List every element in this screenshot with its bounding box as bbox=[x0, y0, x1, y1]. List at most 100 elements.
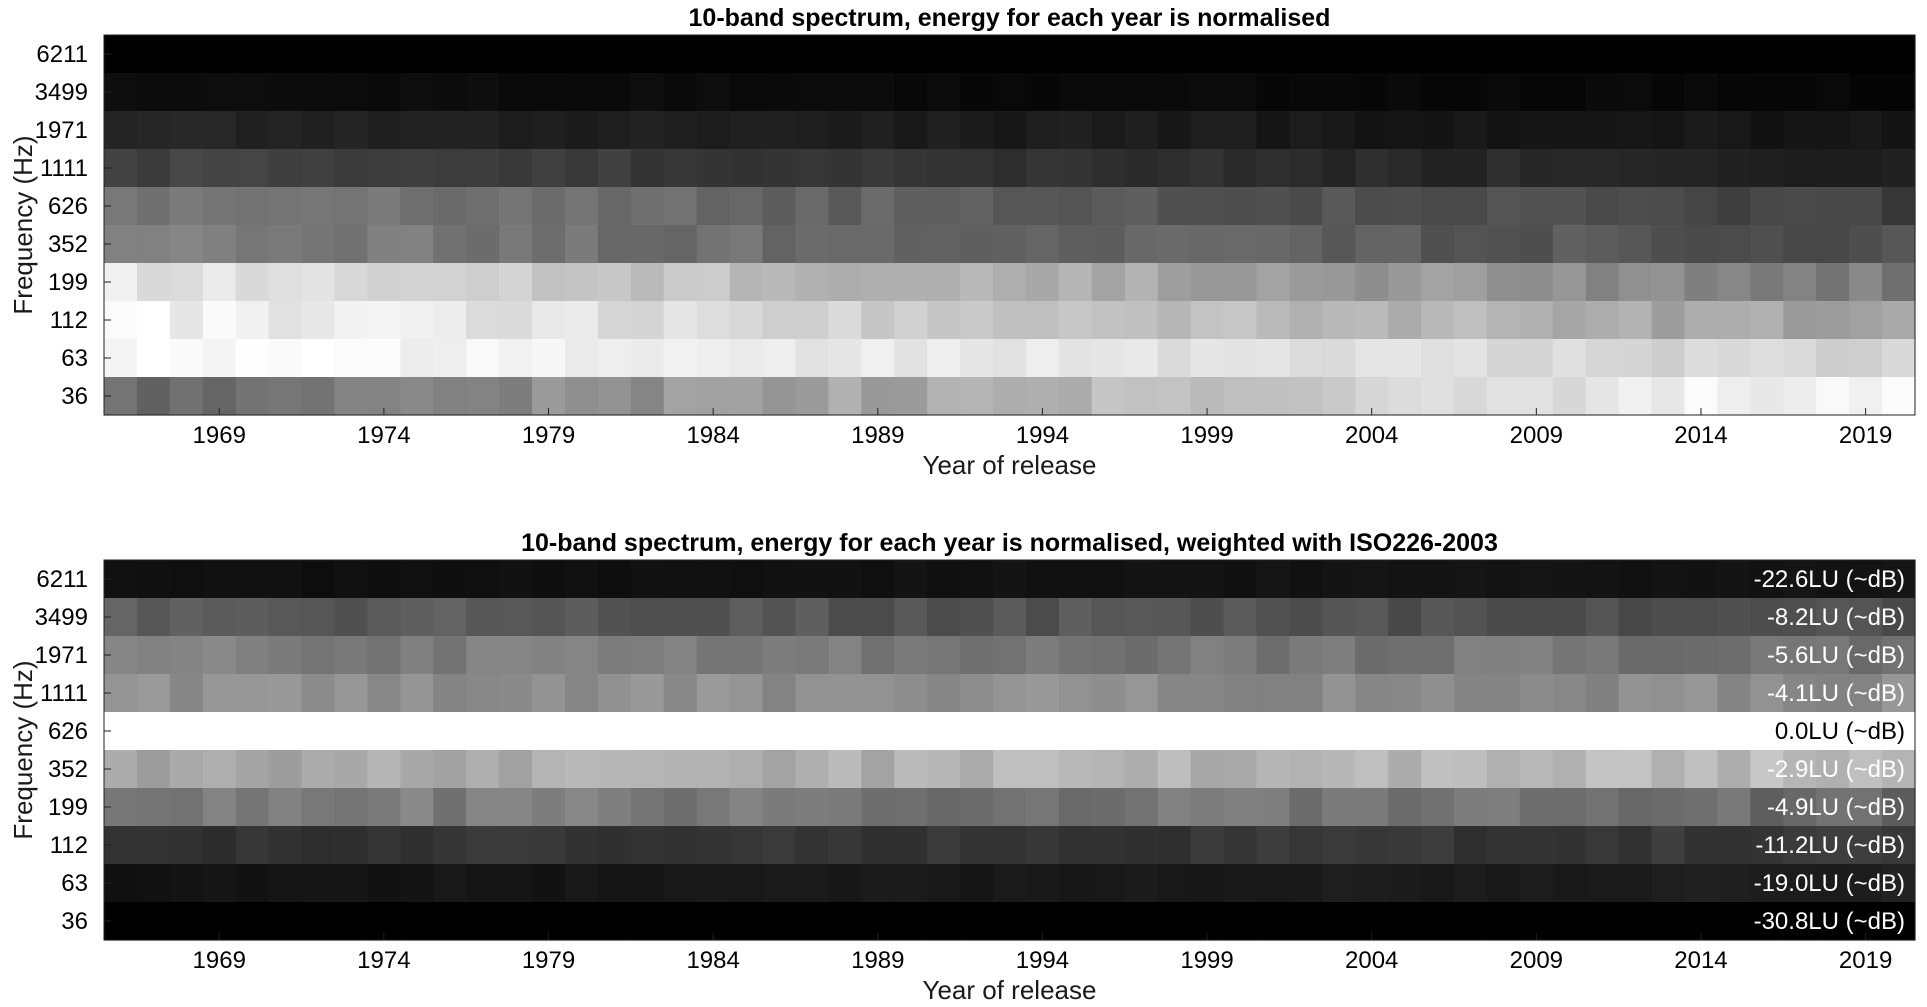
heatmap-cell bbox=[1651, 73, 1686, 112]
heatmap-cell bbox=[1091, 187, 1126, 226]
heatmap-cell bbox=[1355, 263, 1389, 302]
heatmap-cell bbox=[894, 187, 928, 226]
heatmap-cell bbox=[1091, 73, 1126, 112]
heatmap-cell bbox=[1322, 560, 1356, 599]
heatmap-cell bbox=[993, 826, 1027, 865]
heatmap-cell bbox=[1618, 301, 1653, 340]
heatmap-cell bbox=[696, 674, 731, 713]
heatmap-cell bbox=[1025, 111, 1060, 150]
heatmap-cell bbox=[1454, 750, 1488, 789]
heatmap-cell bbox=[1322, 864, 1356, 903]
heatmap-cell bbox=[1717, 225, 1751, 264]
heatmap-cell bbox=[564, 73, 599, 112]
heatmap-cell bbox=[1454, 598, 1488, 637]
heatmap-cell bbox=[1157, 301, 1192, 340]
heatmap-cell bbox=[1256, 712, 1290, 751]
heatmap-cell bbox=[1717, 598, 1751, 637]
heatmap-cell bbox=[433, 674, 467, 713]
heatmap-cell bbox=[235, 712, 270, 751]
heatmap-cell bbox=[1783, 263, 1817, 302]
heatmap-cells bbox=[104, 560, 1916, 941]
heatmap-cell bbox=[696, 301, 731, 340]
heatmap-cell bbox=[334, 674, 369, 713]
heatmap-cell bbox=[202, 788, 237, 827]
heatmap-cell bbox=[762, 864, 797, 903]
heatmap-cell bbox=[1849, 225, 1883, 264]
heatmap-cell bbox=[1717, 339, 1751, 378]
heatmap-cell bbox=[1849, 712, 1883, 751]
heatmap-cell bbox=[1289, 73, 1323, 112]
heatmap-cell bbox=[1816, 864, 1850, 903]
heatmap-cell bbox=[1618, 339, 1653, 378]
heatmap-cell bbox=[1091, 301, 1126, 340]
heatmap-cell bbox=[301, 301, 336, 340]
heatmap-cell bbox=[1585, 377, 1620, 416]
heatmap-cell bbox=[466, 263, 500, 302]
heatmap-cell bbox=[1717, 377, 1751, 416]
heatmap-cell bbox=[169, 598, 204, 637]
heatmap-cell bbox=[861, 225, 895, 264]
heatmap-cell bbox=[1223, 111, 1258, 150]
heatmap-cell bbox=[564, 301, 599, 340]
heatmap-cell bbox=[1355, 560, 1389, 599]
heatmap-cell bbox=[301, 598, 336, 637]
heatmap-cell bbox=[1322, 636, 1356, 675]
heatmap-cell bbox=[334, 149, 369, 188]
heatmap-cell bbox=[1651, 149, 1686, 188]
heatmap-cell bbox=[1750, 111, 1784, 150]
heatmap-cell bbox=[136, 225, 171, 264]
heatmap-cell bbox=[169, 377, 204, 416]
heatmap-cell bbox=[993, 225, 1027, 264]
heatmap-cell bbox=[1289, 788, 1323, 827]
x-tick-label: 2014 bbox=[1674, 422, 1727, 449]
heatmap-cell bbox=[1651, 301, 1686, 340]
heatmap-cell bbox=[795, 149, 829, 188]
heatmap-cell bbox=[1091, 674, 1126, 713]
heatmap-cell bbox=[1256, 111, 1290, 150]
heatmap-cell bbox=[762, 225, 797, 264]
heatmap-cell bbox=[334, 111, 369, 150]
heatmap-cell bbox=[1849, 788, 1883, 827]
heatmap-cell bbox=[1585, 35, 1620, 74]
heatmap-cell bbox=[1684, 263, 1719, 302]
heatmap-cell bbox=[400, 377, 434, 416]
heatmap-cell bbox=[1256, 225, 1290, 264]
heatmap-cell bbox=[1091, 902, 1126, 941]
heatmap-cell bbox=[1849, 187, 1883, 226]
heatmap-cell bbox=[894, 712, 928, 751]
heatmap-cell bbox=[795, 187, 829, 226]
heatmap-cell bbox=[1157, 750, 1192, 789]
heatmap-cell bbox=[828, 560, 862, 599]
heatmap-cell bbox=[960, 35, 994, 74]
heatmap-cell bbox=[301, 826, 336, 865]
heatmap-cell bbox=[1223, 636, 1258, 675]
heatmap-cell bbox=[1190, 35, 1225, 74]
heatmap-cell bbox=[1388, 73, 1422, 112]
heatmap-cell bbox=[1552, 788, 1587, 827]
heatmap-cell bbox=[136, 187, 171, 226]
heatmap-cell bbox=[597, 712, 632, 751]
heatmap-cell bbox=[1717, 111, 1751, 150]
heatmap-cell bbox=[1124, 187, 1159, 226]
heatmap-cell bbox=[597, 149, 632, 188]
heatmap-cell bbox=[532, 826, 566, 865]
heatmap-cell bbox=[235, 111, 270, 150]
heatmap-cell bbox=[1717, 750, 1751, 789]
heatmap-cell bbox=[301, 225, 336, 264]
y-tick-label: 352 bbox=[48, 231, 88, 258]
x-tick-label: 2004 bbox=[1345, 422, 1398, 449]
heatmap-cell bbox=[1816, 377, 1850, 416]
band-energy-label: -4.1LU (~dB) bbox=[1767, 680, 1905, 707]
heatmap-cell bbox=[993, 750, 1027, 789]
heatmap-cell bbox=[1388, 826, 1422, 865]
heatmap-cell bbox=[334, 187, 369, 226]
x-tick-label: 1979 bbox=[522, 422, 575, 449]
heatmap-cell bbox=[1124, 864, 1159, 903]
heatmap-cell bbox=[564, 263, 599, 302]
heatmap-cell bbox=[597, 902, 632, 941]
heatmap-cell bbox=[1223, 225, 1258, 264]
heatmap-cell bbox=[663, 339, 698, 378]
heatmap-cell bbox=[1552, 339, 1587, 378]
heatmap-cell bbox=[1849, 750, 1883, 789]
heatmap-cell bbox=[334, 598, 369, 637]
